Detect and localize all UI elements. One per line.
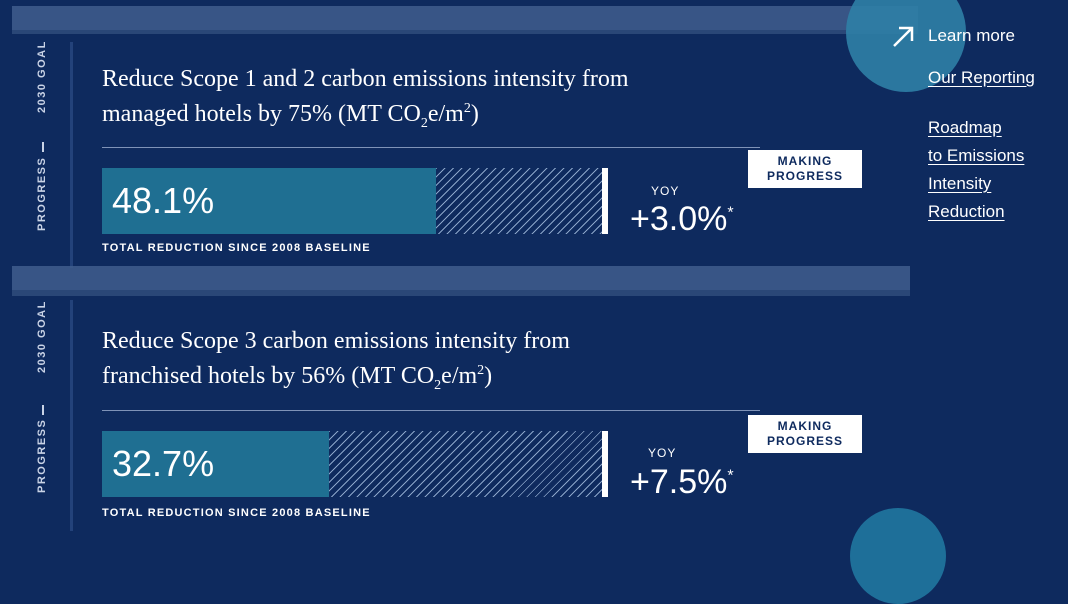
progress-label-1: PROGRESS: [36, 156, 48, 231]
our-reporting-link[interactable]: Our Reporting: [928, 68, 1035, 87]
yoy-value-1: +3.0%*: [630, 200, 734, 238]
yoy-value-2: +7.5%*: [630, 463, 734, 501]
decorative-circle-top: [846, 0, 966, 92]
reduction-caption-2: TOTAL REDUCTION SINCE 2008 BASELINE: [102, 507, 371, 519]
decorative-band-middle: [12, 266, 910, 290]
goal-rule-2: [102, 410, 760, 411]
learn-more-link[interactable]: Learn more: [928, 26, 1015, 45]
progress-label-2: PROGRESS: [36, 418, 48, 493]
progress-bar-fill-2: [102, 431, 329, 497]
decorative-circle-bottom: [850, 508, 946, 604]
goal-label-1: 2030 GOAL: [36, 40, 48, 113]
decorative-band-top: [12, 6, 918, 30]
roadmap-link-line-4[interactable]: Reduction: [928, 202, 1005, 221]
goal-label-2: 2030 GOAL: [36, 300, 48, 373]
progress-bar-fill-1: [102, 168, 436, 234]
yoy-label-1: YOY: [651, 184, 680, 198]
roadmap-link-line-3[interactable]: Intensity: [928, 174, 992, 193]
reduction-value-1: 48.1%: [112, 180, 215, 221]
progress-bar-end-1: [602, 168, 608, 234]
status-badge-1: MAKING PROGRESS: [748, 150, 862, 188]
decorative-band-middle-line: [12, 290, 910, 296]
column-divider-2: [70, 300, 73, 531]
progress-bar-end-2: [602, 431, 608, 497]
roadmap-link-line-2[interactable]: to Emissions: [928, 146, 1025, 165]
status-badge-2: MAKING PROGRESS: [748, 415, 862, 453]
label-separator-2: [42, 405, 44, 415]
yoy-label-2: YOY: [648, 446, 677, 460]
column-divider-1: [70, 42, 73, 268]
progress-bar-hatch-2: [329, 431, 602, 497]
arrow-up-right-icon[interactable]: [890, 24, 916, 50]
reduction-value-2: 32.7%: [112, 443, 215, 484]
reduction-caption-1: TOTAL REDUCTION SINCE 2008 BASELINE: [102, 242, 371, 254]
goal-text-2: Reduce Scope 3 carbon emissions intensit…: [102, 328, 570, 393]
progress-bar-hatch-1: [436, 168, 602, 234]
decorative-band-top-line: [12, 30, 918, 34]
roadmap-link-line-1[interactable]: Roadmap: [928, 118, 1002, 137]
label-separator-1: [42, 142, 44, 152]
goal-text-1: Reduce Scope 1 and 2 carbon emissions in…: [102, 66, 629, 131]
goal-rule-1: [102, 147, 760, 148]
